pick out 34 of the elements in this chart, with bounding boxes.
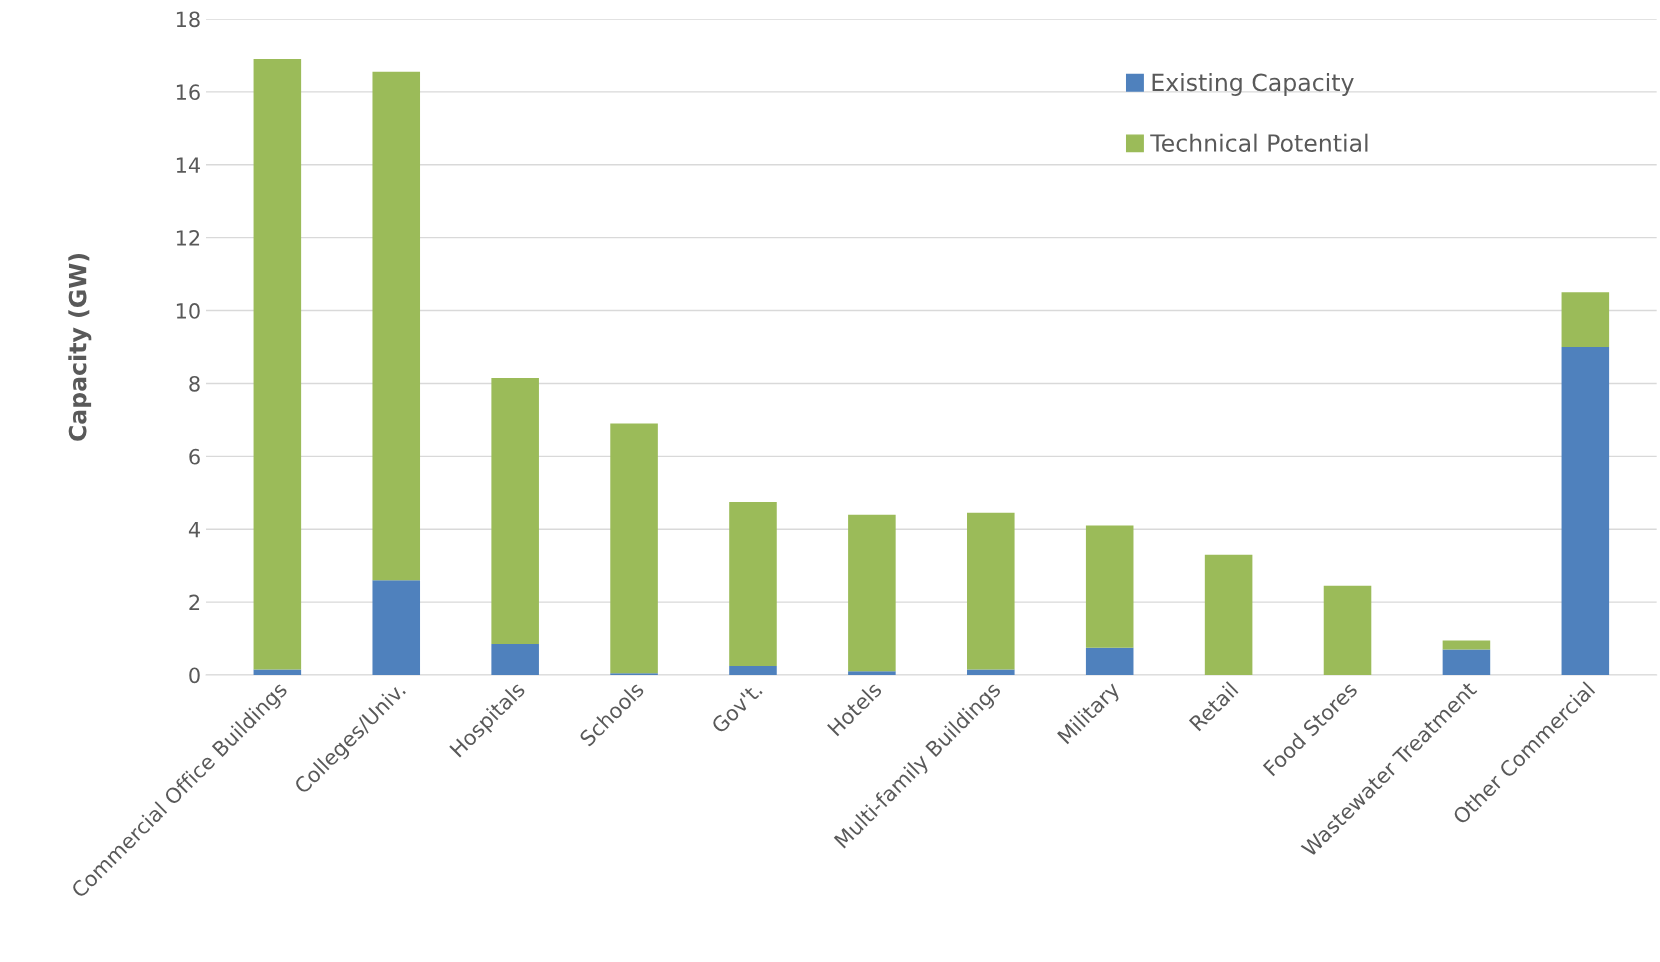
bar: [372, 71, 421, 581]
bar: [253, 59, 302, 670]
y-tick-label: 4: [188, 521, 200, 538]
bar: [491, 377, 539, 645]
bar: [967, 669, 1015, 675]
bar: [1204, 554, 1253, 675]
bar: [729, 501, 777, 666]
y-tick-label: 10: [176, 303, 200, 319]
bar: [1085, 647, 1134, 675]
bar: [253, 669, 302, 675]
y-tick-label: 12: [176, 230, 200, 246]
bar: [610, 423, 658, 674]
bar: [1323, 585, 1372, 675]
y-tick-label: 18: [176, 11, 200, 28]
bar: [729, 665, 777, 675]
y-axis-title: Capacity (GW): [68, 253, 92, 441]
bar: [1561, 292, 1610, 347]
y-tick-label: 8: [189, 375, 200, 392]
y-tick-label: 16: [176, 84, 200, 101]
y-tick-label: 2: [189, 594, 200, 611]
bar: [1561, 347, 1610, 675]
bar: [848, 514, 896, 672]
bar: [491, 644, 539, 675]
y-tick-label: 0: [189, 667, 200, 684]
legend-label: Existing Capacity: [1152, 73, 1354, 96]
y-tick-label: 6: [189, 448, 200, 465]
bar: [1085, 525, 1134, 648]
bar: [372, 580, 421, 675]
bar: [1442, 649, 1491, 675]
bar: [848, 671, 896, 675]
bar: [967, 512, 1015, 670]
legend-label: Technical Potential: [1150, 133, 1368, 152]
bar: [1442, 640, 1491, 650]
y-tick-label: 14: [176, 157, 200, 173]
